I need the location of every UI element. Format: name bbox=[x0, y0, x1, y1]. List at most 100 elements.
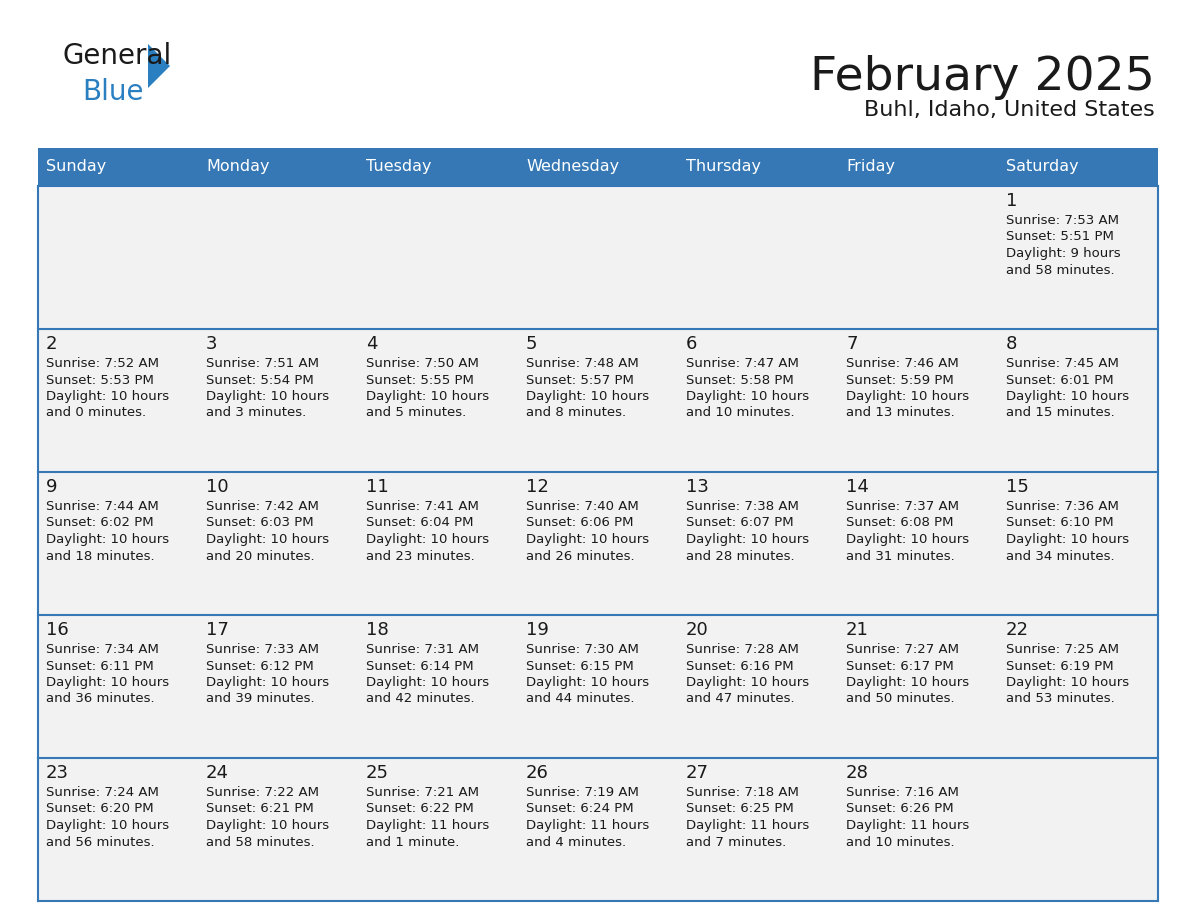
Text: Sunrise: 7:46 AM: Sunrise: 7:46 AM bbox=[846, 357, 959, 370]
Text: Sunset: 6:15 PM: Sunset: 6:15 PM bbox=[526, 659, 633, 673]
Text: Sunset: 5:54 PM: Sunset: 5:54 PM bbox=[206, 374, 314, 386]
Bar bbox=[678, 329, 838, 472]
Text: 6: 6 bbox=[685, 335, 697, 353]
Text: Daylight: 10 hours: Daylight: 10 hours bbox=[206, 819, 329, 832]
Text: Daylight: 10 hours: Daylight: 10 hours bbox=[46, 676, 169, 689]
Text: Daylight: 10 hours: Daylight: 10 hours bbox=[685, 676, 809, 689]
Text: 23: 23 bbox=[46, 764, 69, 782]
Text: Sunrise: 7:33 AM: Sunrise: 7:33 AM bbox=[206, 643, 320, 656]
Text: Sunset: 5:59 PM: Sunset: 5:59 PM bbox=[846, 374, 954, 386]
Bar bbox=[838, 615, 998, 758]
Text: 15: 15 bbox=[1006, 478, 1029, 496]
Text: Saturday: Saturday bbox=[1006, 160, 1079, 174]
Text: and 20 minutes.: and 20 minutes. bbox=[206, 550, 315, 563]
Text: Sunset: 6:06 PM: Sunset: 6:06 PM bbox=[526, 517, 633, 530]
Text: Sunrise: 7:24 AM: Sunrise: 7:24 AM bbox=[46, 786, 159, 799]
Text: Sunrise: 7:16 AM: Sunrise: 7:16 AM bbox=[846, 786, 959, 799]
Polygon shape bbox=[148, 44, 170, 88]
Text: and 4 minutes.: and 4 minutes. bbox=[526, 835, 626, 848]
Bar bbox=[198, 758, 358, 901]
Text: Daylight: 10 hours: Daylight: 10 hours bbox=[46, 390, 169, 403]
Text: Daylight: 10 hours: Daylight: 10 hours bbox=[1006, 533, 1129, 546]
Text: Sunset: 6:26 PM: Sunset: 6:26 PM bbox=[846, 802, 954, 815]
Text: Sunrise: 7:40 AM: Sunrise: 7:40 AM bbox=[526, 500, 639, 513]
Text: Sunrise: 7:47 AM: Sunrise: 7:47 AM bbox=[685, 357, 798, 370]
Text: and 58 minutes.: and 58 minutes. bbox=[206, 835, 315, 848]
Text: Daylight: 10 hours: Daylight: 10 hours bbox=[1006, 390, 1129, 403]
Text: Daylight: 10 hours: Daylight: 10 hours bbox=[366, 533, 489, 546]
Text: Sunset: 5:53 PM: Sunset: 5:53 PM bbox=[46, 374, 154, 386]
Text: Daylight: 11 hours: Daylight: 11 hours bbox=[846, 819, 969, 832]
Text: Sunrise: 7:52 AM: Sunrise: 7:52 AM bbox=[46, 357, 159, 370]
Text: 27: 27 bbox=[685, 764, 709, 782]
Text: February 2025: February 2025 bbox=[810, 55, 1155, 100]
Text: Daylight: 11 hours: Daylight: 11 hours bbox=[685, 819, 809, 832]
Bar bbox=[998, 186, 1158, 329]
Text: Wednesday: Wednesday bbox=[526, 160, 619, 174]
Text: and 26 minutes.: and 26 minutes. bbox=[526, 550, 634, 563]
Text: Monday: Monday bbox=[206, 160, 270, 174]
Bar bbox=[358, 329, 518, 472]
Text: Daylight: 10 hours: Daylight: 10 hours bbox=[206, 676, 329, 689]
Text: Sunset: 6:03 PM: Sunset: 6:03 PM bbox=[206, 517, 314, 530]
Text: 14: 14 bbox=[846, 478, 868, 496]
Text: and 18 minutes.: and 18 minutes. bbox=[46, 550, 154, 563]
Text: and 42 minutes.: and 42 minutes. bbox=[366, 692, 475, 706]
Text: Sunset: 5:58 PM: Sunset: 5:58 PM bbox=[685, 374, 794, 386]
Bar bbox=[838, 758, 998, 901]
Text: and 10 minutes.: and 10 minutes. bbox=[846, 835, 955, 848]
Text: Daylight: 10 hours: Daylight: 10 hours bbox=[685, 390, 809, 403]
Text: 1: 1 bbox=[1006, 192, 1017, 210]
Text: and 28 minutes.: and 28 minutes. bbox=[685, 550, 795, 563]
Text: 4: 4 bbox=[366, 335, 378, 353]
Text: Daylight: 10 hours: Daylight: 10 hours bbox=[526, 676, 649, 689]
Text: Sunset: 6:21 PM: Sunset: 6:21 PM bbox=[206, 802, 314, 815]
Text: 2: 2 bbox=[46, 335, 57, 353]
Bar bbox=[358, 758, 518, 901]
Text: Daylight: 10 hours: Daylight: 10 hours bbox=[685, 533, 809, 546]
Text: Sunset: 5:57 PM: Sunset: 5:57 PM bbox=[526, 374, 634, 386]
Text: and 0 minutes.: and 0 minutes. bbox=[46, 407, 146, 420]
Text: 16: 16 bbox=[46, 621, 69, 639]
Bar bbox=[838, 186, 998, 329]
Text: Daylight: 10 hours: Daylight: 10 hours bbox=[846, 676, 969, 689]
Text: Daylight: 10 hours: Daylight: 10 hours bbox=[1006, 676, 1129, 689]
Bar bbox=[518, 186, 678, 329]
Text: Sunset: 6:04 PM: Sunset: 6:04 PM bbox=[366, 517, 474, 530]
Text: 11: 11 bbox=[366, 478, 388, 496]
Bar bbox=[198, 186, 358, 329]
Text: Buhl, Idaho, United States: Buhl, Idaho, United States bbox=[864, 100, 1155, 120]
Text: Daylight: 11 hours: Daylight: 11 hours bbox=[366, 819, 489, 832]
Text: Sunrise: 7:36 AM: Sunrise: 7:36 AM bbox=[1006, 500, 1119, 513]
Bar bbox=[678, 758, 838, 901]
Text: Daylight: 9 hours: Daylight: 9 hours bbox=[1006, 247, 1120, 260]
Text: Sunset: 6:07 PM: Sunset: 6:07 PM bbox=[685, 517, 794, 530]
Text: Sunrise: 7:41 AM: Sunrise: 7:41 AM bbox=[366, 500, 479, 513]
Text: Sunrise: 7:31 AM: Sunrise: 7:31 AM bbox=[366, 643, 479, 656]
Text: 28: 28 bbox=[846, 764, 868, 782]
Text: Sunrise: 7:48 AM: Sunrise: 7:48 AM bbox=[526, 357, 639, 370]
Text: and 7 minutes.: and 7 minutes. bbox=[685, 835, 786, 848]
Text: and 34 minutes.: and 34 minutes. bbox=[1006, 550, 1114, 563]
Text: Daylight: 10 hours: Daylight: 10 hours bbox=[526, 390, 649, 403]
Text: 9: 9 bbox=[46, 478, 57, 496]
Text: 12: 12 bbox=[526, 478, 549, 496]
Bar bbox=[998, 329, 1158, 472]
Bar bbox=[38, 186, 198, 329]
Text: and 1 minute.: and 1 minute. bbox=[366, 835, 460, 848]
Text: Daylight: 10 hours: Daylight: 10 hours bbox=[366, 390, 489, 403]
Text: Sunset: 6:08 PM: Sunset: 6:08 PM bbox=[846, 517, 954, 530]
Text: and 31 minutes.: and 31 minutes. bbox=[846, 550, 955, 563]
Text: Sunset: 6:20 PM: Sunset: 6:20 PM bbox=[46, 802, 153, 815]
Text: 10: 10 bbox=[206, 478, 228, 496]
Text: Daylight: 10 hours: Daylight: 10 hours bbox=[846, 533, 969, 546]
Text: Sunset: 6:19 PM: Sunset: 6:19 PM bbox=[1006, 659, 1113, 673]
Bar bbox=[38, 148, 1158, 186]
Text: Sunrise: 7:42 AM: Sunrise: 7:42 AM bbox=[206, 500, 318, 513]
Text: and 44 minutes.: and 44 minutes. bbox=[526, 692, 634, 706]
Bar bbox=[358, 186, 518, 329]
Text: Sunset: 5:51 PM: Sunset: 5:51 PM bbox=[1006, 230, 1114, 243]
Text: Sunset: 6:25 PM: Sunset: 6:25 PM bbox=[685, 802, 794, 815]
Text: Sunrise: 7:28 AM: Sunrise: 7:28 AM bbox=[685, 643, 798, 656]
Bar bbox=[198, 472, 358, 615]
